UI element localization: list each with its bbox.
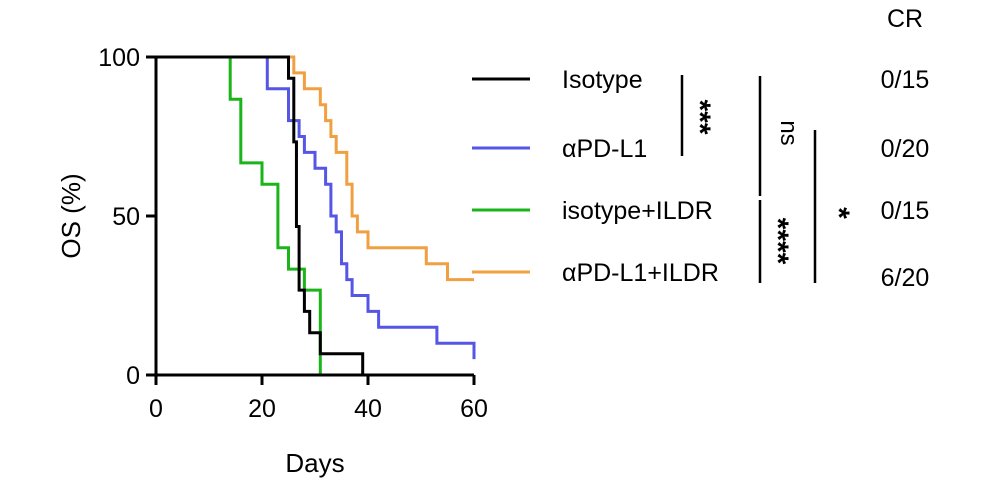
sig-isotype-vs-isotype-ildr: ns — [775, 120, 802, 145]
y-axis-title: OS (%) — [56, 173, 86, 258]
x-axis-title: Days — [285, 448, 344, 478]
x-axis-ticks: 0 20 40 60 — [149, 375, 488, 423]
cr-value: 6/20 — [881, 264, 930, 292]
sig-isotype-vs-apdl1: *** — [683, 99, 716, 134]
sig-apdl1-vs-combo: * — [822, 207, 855, 219]
sig-isotype-ildr-vs-combo: **** — [761, 218, 794, 265]
y-tick-label: 0 — [126, 362, 140, 390]
cr-value: 0/15 — [881, 66, 930, 94]
cr-value: 0/20 — [881, 135, 930, 163]
survival-curves — [156, 55, 476, 375]
series-line--pd-l1 — [156, 55, 476, 360]
x-tick-label: 0 — [149, 395, 163, 423]
cr-header: CR — [887, 5, 923, 33]
legend-label: isotype+ILDR — [562, 197, 713, 225]
cr-values: 0/15 0/20 0/15 6/20 — [881, 66, 930, 292]
legend: Isotype αPD-L1 isotype+ILDR αPD-L1+ILDR — [472, 66, 719, 287]
x-tick-label: 40 — [354, 395, 382, 423]
x-tick-label: 60 — [460, 395, 488, 423]
cr-value: 0/15 — [881, 197, 930, 225]
y-tick-label: 50 — [112, 203, 140, 231]
series-line-isotype-ildr — [156, 55, 322, 375]
x-tick-label: 20 — [248, 395, 276, 423]
series-line-isotype — [156, 55, 365, 375]
legend-label: αPD-L1 — [562, 135, 647, 163]
series-line--pd-l1-ildr — [156, 55, 474, 282]
legend-label: Isotype — [562, 66, 643, 94]
legend-label: αPD-L1+ILDR — [562, 259, 719, 287]
y-tick-label: 100 — [98, 44, 140, 72]
y-axis-ticks: 0 50 100 — [98, 44, 156, 390]
